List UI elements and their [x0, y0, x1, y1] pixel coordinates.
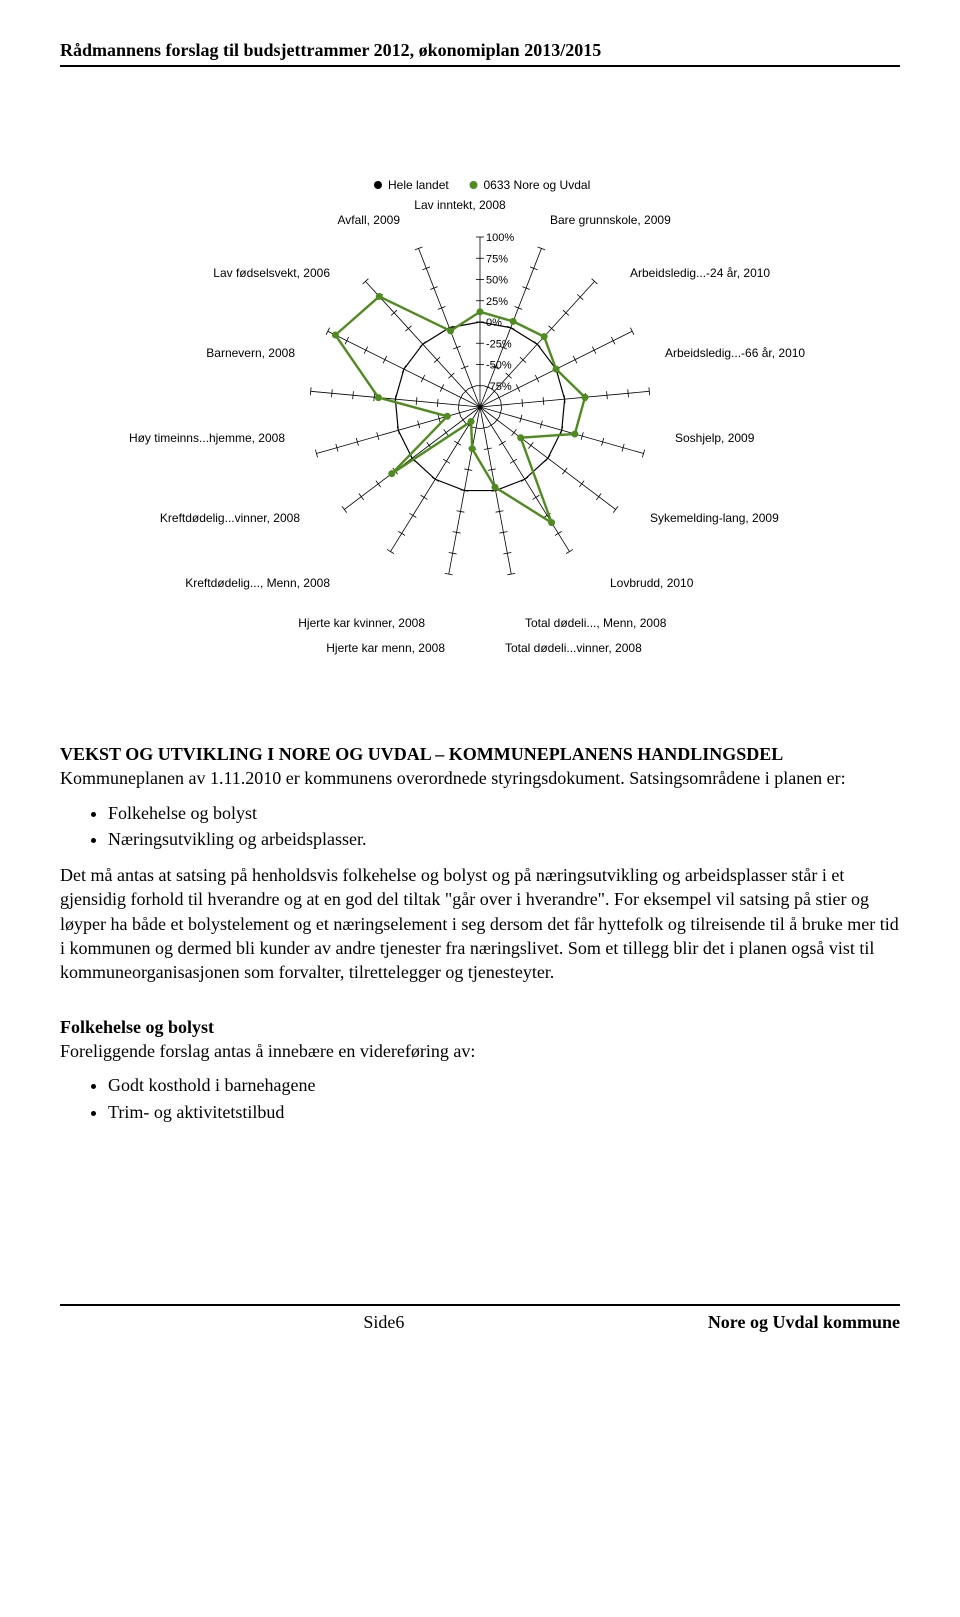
bullets-2: Godt kosthold i barnehagene Trim- og akti… [108, 1073, 900, 1124]
svg-text:Lav fødselsvekt, 2006: Lav fødselsvekt, 2006 [213, 266, 330, 280]
svg-text:Arbeidsledig...-66 år, 2010: Arbeidsledig...-66 år, 2010 [665, 346, 805, 360]
svg-text:Lovbrudd, 2010: Lovbrudd, 2010 [610, 576, 694, 590]
page-footer: Side6 Nore og Uvdal kommune [60, 1304, 900, 1333]
svg-text:-50%: -50% [486, 360, 512, 372]
radar-chart: 100% 75% 50% 25% 0% -25% -50% -75% Lav inntekt, … [130, 97, 830, 687]
para-2: Det må antas at satsing på henholdsvis f… [60, 863, 900, 984]
svg-text:Kreftdødelig...vinner, 2008: Kreftdødelig...vinner, 2008 [160, 511, 300, 525]
svg-text:Barnevern, 2008: Barnevern, 2008 [206, 346, 295, 360]
svg-text:Hjerte kar kvinner, 2008: Hjerte kar kvinner, 2008 [298, 616, 425, 630]
list-item: Godt kosthold i barnehagene [108, 1073, 900, 1097]
svg-text:Avfall, 2009: Avfall, 2009 [338, 213, 401, 227]
svg-text:25%: 25% [486, 296, 508, 308]
svg-text:-75%: -75% [486, 381, 512, 393]
svg-text:Bare grunnskole, 2009: Bare grunnskole, 2009 [550, 213, 671, 227]
section2-intro: Foreliggende forslag antas å innebære en… [60, 1041, 475, 1061]
svg-text:Soshjelp, 2009: Soshjelp, 2009 [675, 431, 755, 445]
svg-text:0633 Nore og Uvdal: 0633 Nore og Uvdal [484, 178, 591, 192]
svg-text:75%: 75% [486, 253, 508, 265]
svg-text:Kreftdødelig..., Menn, 2008: Kreftdødelig..., Menn, 2008 [185, 576, 330, 590]
svg-text:Arbeidsledig...-24 år, 2010: Arbeidsledig...-24 år, 2010 [630, 266, 770, 280]
bullets-1: Folkehelse og bolystNæringsutvikling og … [108, 801, 900, 852]
svg-text:-25%: -25% [486, 338, 512, 350]
footer-right: Nore og Uvdal kommune [708, 1312, 900, 1333]
svg-text:0%: 0% [486, 317, 502, 329]
svg-text:Total dødeli..., Menn, 2008: Total dødeli..., Menn, 2008 [525, 616, 667, 630]
body-content: VEKST OG UTVIKLING I NORE OG UVDAL – KOM… [60, 742, 900, 1124]
svg-text:100%: 100% [486, 232, 514, 244]
footer-center: Side6 [60, 1312, 708, 1333]
page-header-title: Rådmannens forslag til budsjettrammer 20… [60, 40, 900, 67]
list-item: Trim- og aktivitetstilbud [108, 1100, 900, 1124]
svg-text:Høy timeinns...hjemme, 2008: Høy timeinns...hjemme, 2008 [130, 431, 285, 445]
svg-text:Hele landet: Hele landet [388, 178, 449, 192]
svg-text:Hjerte kar menn, 2008: Hjerte kar menn, 2008 [326, 641, 445, 655]
svg-text:Total dødeli...vinner, 2008: Total dødeli...vinner, 2008 [505, 641, 642, 655]
list-item: Næringsutvikling og arbeidsplasser. [108, 827, 900, 851]
section1-heading: VEKST OG UTVIKLING I NORE OG UVDAL – KOM… [60, 744, 783, 764]
radar-chart-container: 100% 75% 50% 25% 0% -25% -50% -75% Lav inntekt, … [130, 97, 830, 692]
svg-text:Sykemelding-lang, 2009: Sykemelding-lang, 2009 [650, 511, 779, 525]
svg-text:50%: 50% [486, 275, 508, 287]
list-item: Folkehelse og bolyst [108, 801, 900, 825]
section2-heading: Folkehelse og bolyst [60, 1017, 214, 1037]
section1-intro: Kommuneplanen av 1.11.2010 er kommunens … [60, 768, 846, 788]
svg-text:Lav inntekt, 2008: Lav inntekt, 2008 [414, 198, 506, 212]
